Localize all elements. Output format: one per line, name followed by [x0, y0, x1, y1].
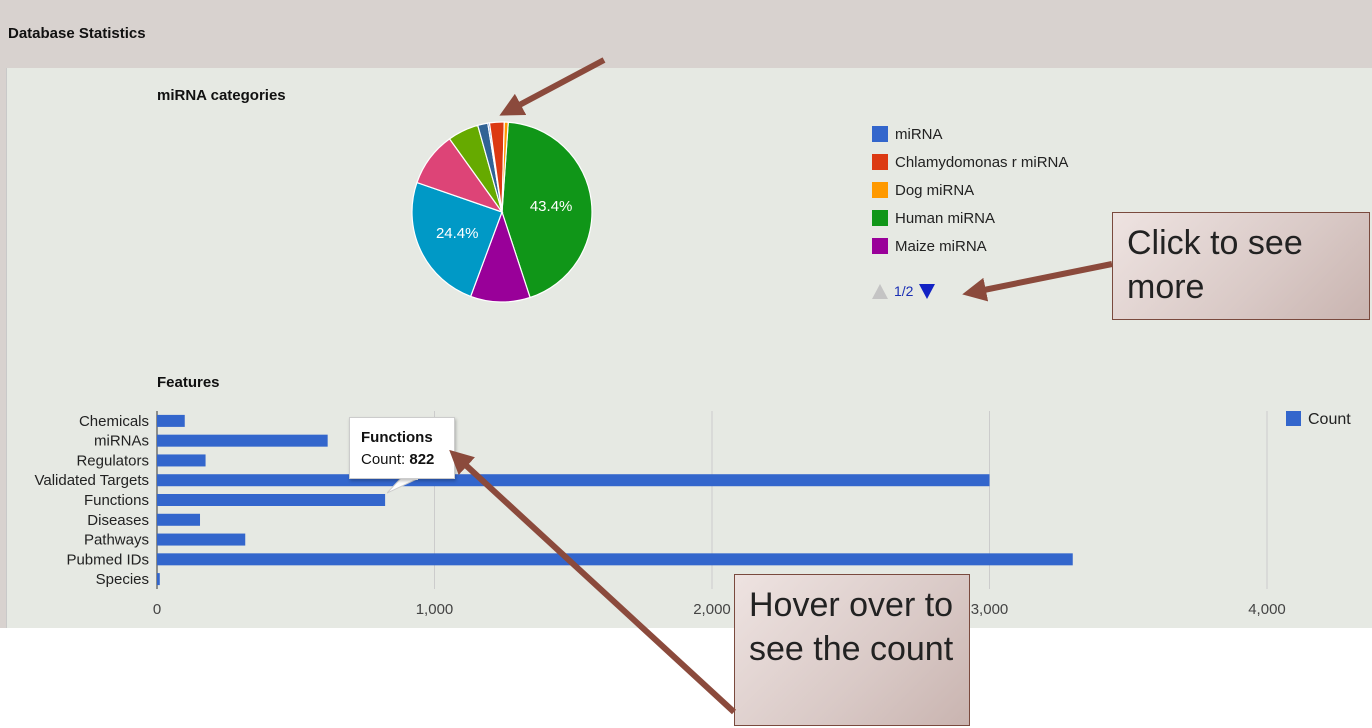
legend-item[interactable]: Maize miRNA [872, 232, 1068, 260]
pie-slice-label: 43.4% [530, 198, 573, 215]
pager-previous-icon [872, 283, 888, 299]
feature-bar[interactable] [157, 494, 386, 506]
legend-swatch [872, 154, 888, 170]
bar-legend-swatch [1286, 411, 1301, 426]
pager-next-icon[interactable] [919, 283, 936, 299]
tooltip-count-label: Count: [361, 451, 406, 468]
x-tick-label: 0 [153, 601, 161, 618]
category-label: Regulators [76, 452, 149, 469]
pie-legend: miRNA Chlamydomonas r miRNA Dog miRNA Human… [872, 120, 1068, 260]
feature-bar[interactable] [157, 434, 328, 447]
legend-label: miRNA [895, 125, 943, 143]
feature-bar[interactable] [157, 533, 246, 546]
category-label: Functions [84, 492, 149, 509]
feature-bar[interactable] [157, 414, 185, 427]
legend-pager[interactable]: 1/2 [872, 283, 936, 299]
x-tick-label: 1,000 [416, 601, 454, 618]
tooltip-pointer [387, 478, 420, 494]
pie-slice[interactable] [501, 121, 593, 299]
x-tick-label: 3,000 [971, 601, 1009, 618]
x-tick-label: 2,000 [693, 601, 731, 618]
category-label: Pathways [84, 532, 149, 549]
category-label: Validated Targets [34, 472, 149, 489]
x-tick-label: 4,000 [1248, 601, 1286, 618]
tooltip-title: Functions [361, 429, 433, 446]
pie-slice[interactable] [501, 121, 509, 213]
tooltip-count: Count: 822 [361, 451, 434, 468]
legend-swatch [872, 182, 888, 198]
legend-item[interactable]: Chlamydomonas r miRNA [872, 148, 1068, 176]
pie-chart-title: miRNA categories [157, 87, 286, 104]
category-label: Species [96, 571, 149, 588]
feature-bar[interactable] [157, 573, 160, 586]
pie-chart[interactable]: 43.4% 24.4% [404, 114, 604, 314]
feature-bar[interactable] [157, 454, 206, 467]
legend-label: Chlamydomonas r miRNA [895, 153, 1069, 171]
callout-hover-count: Hover over to see the count [734, 574, 970, 726]
legend-item[interactable]: miRNA [872, 120, 1068, 148]
pie-slice-label: 24.4% [436, 225, 479, 242]
panel-title: Database Statistics [8, 25, 146, 42]
feature-bar[interactable] [157, 474, 990, 487]
callout-click-more: Click to see more [1112, 212, 1370, 320]
legend-swatch [872, 210, 888, 226]
feature-bar[interactable] [157, 513, 201, 526]
legend-label: Maize miRNA [895, 237, 987, 255]
legend-item[interactable]: Dog miRNA [872, 176, 1068, 204]
legend-item[interactable]: Human miRNA [872, 204, 1068, 232]
category-label: Diseases [87, 512, 149, 529]
category-label: Chemicals [79, 413, 149, 430]
tooltip-count-value: 822 [409, 451, 435, 468]
pie-slice[interactable] [411, 181, 503, 298]
legend-label: Human miRNA [895, 209, 996, 227]
pager-label: 1/2 [894, 283, 914, 299]
category-label: miRNAs [94, 433, 149, 450]
bar-chart-title: Features [157, 374, 220, 391]
bar-legend-label: Count [1308, 411, 1351, 428]
legend-swatch [872, 126, 888, 142]
category-label: Pubmed IDs [66, 551, 149, 568]
legend-label: Dog miRNA [895, 181, 975, 199]
feature-bar[interactable] [157, 553, 1073, 566]
bar-tooltip: Functions Count: 822 [349, 417, 455, 479]
legend-swatch [872, 238, 888, 254]
